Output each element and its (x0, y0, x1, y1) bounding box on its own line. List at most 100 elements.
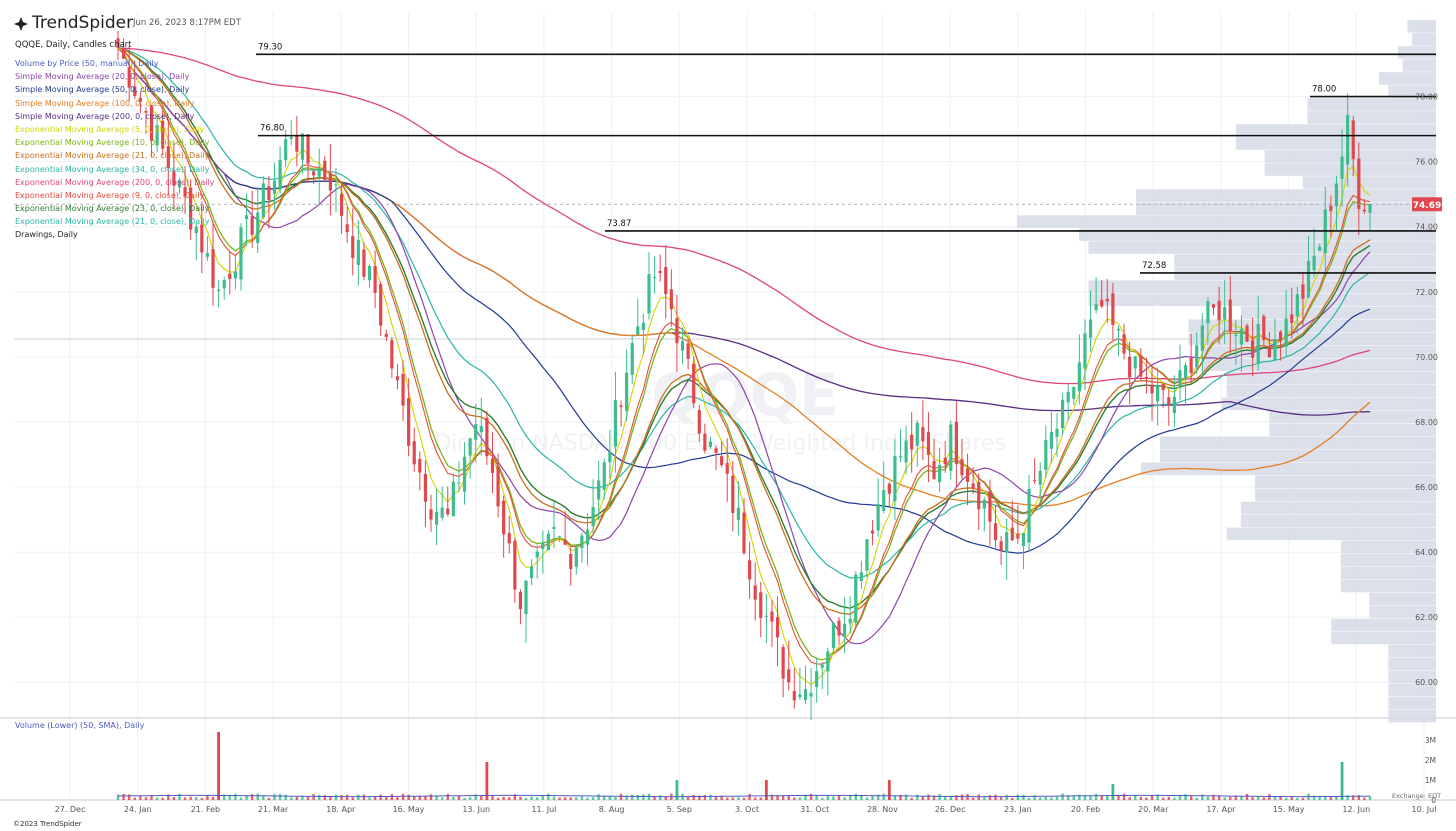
candle-body (602, 462, 606, 490)
indicator-legend-item[interactable]: Exponential Moving Average (21, 0, close… (15, 151, 210, 161)
candle-body (328, 173, 332, 191)
chart-title[interactable]: QQQE, Daily, Candles chart (15, 40, 132, 50)
y-tick-label: 64.00 (1415, 548, 1438, 557)
indicator-legend-item[interactable]: Exponential Moving Average (10, 0, close… (15, 138, 210, 148)
candle (256, 186, 260, 254)
candle-body (222, 280, 226, 289)
volume-bar (144, 797, 148, 800)
vbp-bar (1264, 150, 1436, 163)
horizontal-level-label: 73.87 (607, 219, 631, 229)
candle-body (295, 135, 299, 152)
indicator-legend-item[interactable]: Exponential Moving Average (23, 0, close… (15, 204, 210, 214)
candle (1066, 384, 1070, 421)
vbp-bar (1159, 449, 1436, 463)
candle-body (848, 618, 852, 624)
volume-panel-title[interactable]: Volume (Lower) (50, SMA), Daily (15, 721, 145, 730)
vbp-bar (1188, 332, 1436, 345)
volume-bar (116, 794, 120, 800)
candle (1077, 334, 1081, 405)
candle-body (356, 239, 360, 266)
candle (669, 269, 673, 327)
volume-spike-bar (764, 780, 768, 800)
volume-bar (720, 795, 723, 800)
volume-bar (306, 796, 310, 800)
candle-body (177, 180, 182, 188)
candle-body (524, 580, 528, 615)
volume-bar (1145, 797, 1148, 800)
candle (809, 668, 813, 721)
volume-bar (357, 794, 360, 800)
ema-10-line (117, 47, 1371, 661)
volume-bar (167, 794, 170, 800)
candle-body (373, 265, 377, 293)
y-tick-label: 60.00 (1415, 678, 1438, 687)
candle-body (362, 249, 366, 277)
candle-body (412, 441, 416, 465)
vbp-bar (1340, 540, 1436, 554)
candle (1172, 375, 1176, 428)
candle-body (1195, 345, 1199, 368)
volume-bar (916, 794, 919, 800)
indicator-legend-item[interactable]: Exponential Moving Average (9, 0, close)… (15, 190, 205, 200)
volume-bar (703, 794, 707, 800)
indicator-legend-item[interactable]: Volume by Price (50, manual), Daily (15, 59, 159, 68)
candle-body (1027, 488, 1031, 543)
candle-body (272, 180, 277, 194)
indicator-legend-item[interactable]: Exponential Moving Average (21, 0, close… (15, 217, 210, 227)
volume-bar (1268, 794, 1271, 800)
candle-body (619, 405, 623, 408)
candle (462, 442, 467, 505)
candle-body (367, 265, 372, 281)
volume-bar (312, 794, 315, 800)
candle (1094, 277, 1098, 314)
candle (121, 38, 126, 60)
candle-body (1267, 346, 1271, 358)
volume-bar (1016, 794, 1020, 800)
candle (1290, 287, 1294, 339)
volume-bar (848, 794, 852, 800)
candle-body (1368, 204, 1372, 213)
vbp-bar (1307, 98, 1436, 111)
indicator-legend-item[interactable]: Exponential Moving Average (34, 0, close… (15, 164, 210, 174)
indicator-legend-item[interactable]: Drawings, Daily (15, 230, 78, 240)
candle-body (1306, 260, 1311, 298)
volume-spike-bar (485, 762, 489, 800)
volume-bar (1223, 797, 1226, 800)
candle-body (636, 326, 640, 335)
candle-body (507, 532, 511, 544)
candle (1217, 286, 1221, 345)
last-price-tag (1412, 197, 1442, 212)
candle (887, 481, 891, 507)
vbp-bar (1226, 527, 1436, 541)
candle-body (183, 187, 187, 197)
candle-body (502, 500, 506, 535)
indicator-legend-item[interactable]: Simple Moving Average (20, 0, close), Da… (15, 72, 190, 82)
indicator-legend-item[interactable]: Simple Moving Average (200, 0, close), D… (15, 111, 195, 121)
indicator-legend-item[interactable]: Exponential Moving Average (200, 0, clos… (15, 177, 215, 187)
volume-bar (804, 794, 807, 800)
candle-body (1049, 431, 1054, 449)
candle-body (1211, 304, 1216, 308)
candle-body (1100, 299, 1104, 307)
indicator-legend-item[interactable]: Simple Moving Average (100, 0, close), D… (15, 98, 195, 108)
candle-body (971, 483, 975, 489)
candle (401, 360, 405, 421)
volume-bar (463, 797, 466, 800)
candle-body (759, 592, 763, 619)
indicator-legend-item[interactable]: Exponential Moving Average (5, 0, close)… (15, 124, 205, 134)
candle (686, 338, 690, 370)
candle-body (1077, 362, 1081, 392)
candle (608, 429, 612, 480)
vbp-bar (1369, 605, 1436, 619)
vbp-bar (1240, 514, 1436, 528)
volume-bar (1357, 795, 1361, 800)
candle (513, 538, 517, 603)
indicator-legend-item[interactable]: Simple Moving Average (50, 0, close), Da… (15, 85, 190, 95)
candle (155, 115, 159, 153)
candle-body (457, 482, 461, 484)
x-tick-label: 15. May (1273, 805, 1305, 814)
candle-body (865, 539, 869, 571)
candle (792, 668, 796, 709)
candle (725, 438, 729, 502)
